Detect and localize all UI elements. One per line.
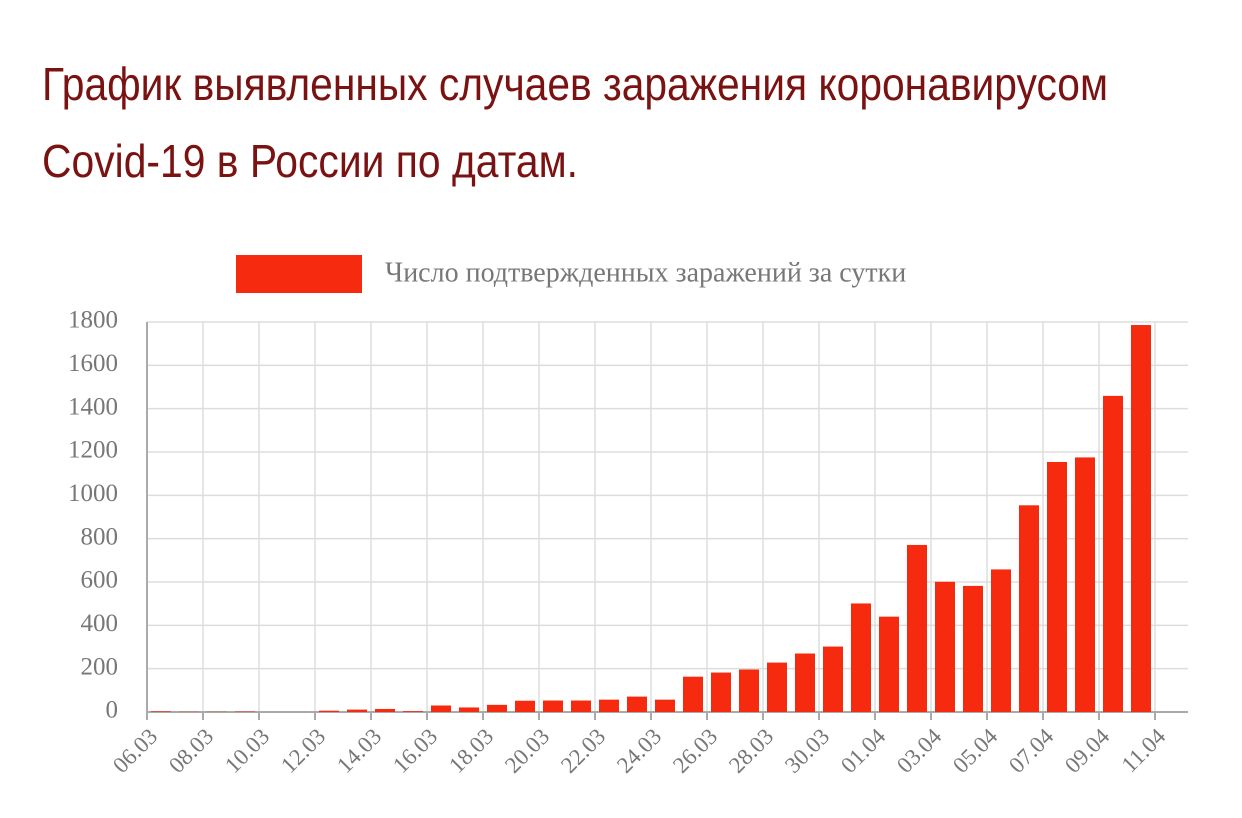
bar xyxy=(627,696,647,712)
y-tick-label: 600 xyxy=(81,567,119,594)
x-tick-label: 26.03 xyxy=(668,724,722,778)
bar xyxy=(991,569,1011,712)
y-tick-label: 800 xyxy=(81,523,119,550)
bar xyxy=(739,669,759,712)
bar xyxy=(347,709,367,712)
x-tick-label: 20.03 xyxy=(500,724,554,778)
chart-title: Covid-19 в России по датам. xyxy=(42,135,578,187)
x-tick-label: 28.03 xyxy=(724,724,778,778)
bar xyxy=(851,603,871,712)
x-tick-label: 05.04 xyxy=(948,723,1003,778)
legend-label: Число подтвержденных заражений за сутки xyxy=(385,257,906,288)
bar xyxy=(683,676,703,712)
bar xyxy=(151,711,171,712)
bar xyxy=(375,708,395,712)
x-tick-label: 03.04 xyxy=(892,723,947,778)
bar xyxy=(907,544,927,712)
x-tick-label: 10.03 xyxy=(220,724,274,778)
x-tick-label: 06.03 xyxy=(108,724,162,778)
x-tick-label: 14.03 xyxy=(332,724,386,778)
y-tick-label: 0 xyxy=(106,697,119,724)
bar xyxy=(487,704,507,712)
bar xyxy=(403,711,423,712)
x-tick-label: 16.03 xyxy=(388,724,442,778)
y-tick-label: 200 xyxy=(81,653,119,680)
x-tick-label: 18.03 xyxy=(444,724,498,778)
y-tick-label: 1800 xyxy=(68,307,118,334)
bar xyxy=(543,700,563,712)
x-tick-label: 12.03 xyxy=(276,724,330,778)
y-tick-label: 1200 xyxy=(68,437,118,464)
x-tick-label: 09.04 xyxy=(1060,723,1115,778)
y-tick-label: 1000 xyxy=(68,480,118,507)
x-tick-label: 01.04 xyxy=(836,723,891,778)
bar xyxy=(879,616,899,712)
bar xyxy=(459,707,479,712)
bar xyxy=(599,699,619,712)
x-tick-label: 30.03 xyxy=(780,724,834,778)
bar xyxy=(1075,457,1095,712)
bar xyxy=(1019,505,1039,712)
bar xyxy=(571,700,591,712)
x-tick-label: 24.03 xyxy=(612,724,666,778)
bar xyxy=(655,699,675,712)
chart-title: График выявленных случаев заражения коро… xyxy=(42,58,1108,110)
x-tick-label: 08.03 xyxy=(164,724,218,778)
bar xyxy=(795,653,815,712)
y-tick-label: 1400 xyxy=(68,393,118,420)
legend-swatch xyxy=(236,255,362,293)
x-tick-label: 22.03 xyxy=(556,724,610,778)
bar xyxy=(1047,461,1067,712)
bar xyxy=(319,710,339,712)
bar xyxy=(767,662,787,712)
y-tick-label: 1600 xyxy=(68,350,118,377)
bar xyxy=(711,672,731,712)
bar xyxy=(935,581,955,712)
y-tick-label: 400 xyxy=(81,610,119,637)
bar xyxy=(431,705,451,712)
x-tick-label: 07.04 xyxy=(1004,723,1059,778)
bar xyxy=(1131,325,1151,712)
bar xyxy=(823,646,843,712)
bar xyxy=(963,585,983,712)
bar xyxy=(1103,395,1123,712)
bar xyxy=(515,700,535,712)
x-tick-label: 11.04 xyxy=(1117,723,1171,777)
